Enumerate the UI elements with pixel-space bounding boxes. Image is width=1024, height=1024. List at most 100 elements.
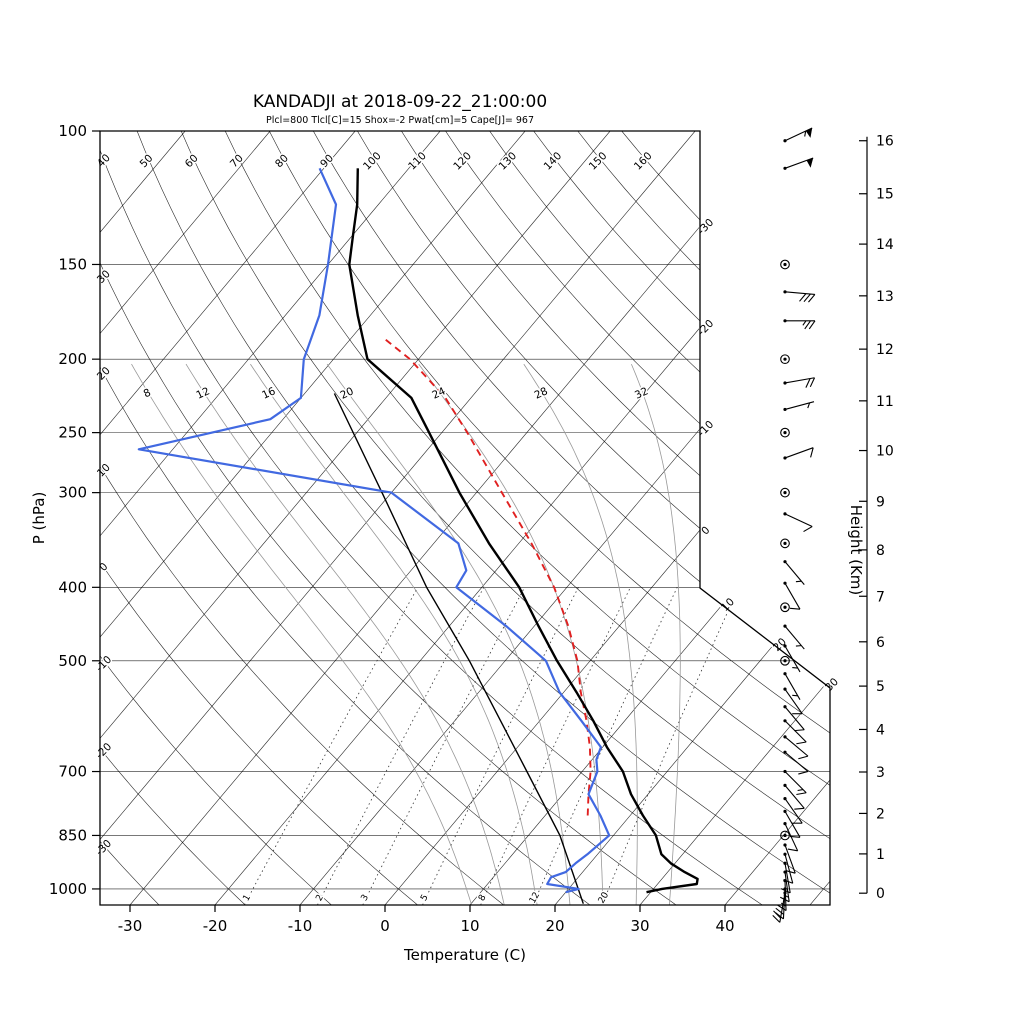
- wind-barb: [784, 645, 801, 673]
- chart-subtitle: Plcl=800 Tlcl[C]=15 Shox=-2 Pwat[cm]=5 C…: [266, 115, 534, 126]
- svg-text:110: 110: [406, 150, 429, 173]
- svg-text:500: 500: [58, 652, 87, 670]
- svg-text:4: 4: [876, 722, 885, 738]
- svg-text:140: 140: [542, 150, 565, 173]
- svg-text:0: 0: [699, 524, 712, 537]
- wind-barb: [784, 127, 813, 142]
- wind-barb: [784, 513, 813, 533]
- svg-text:8: 8: [876, 543, 885, 559]
- svg-text:40: 40: [715, 917, 734, 935]
- svg-text:10: 10: [460, 917, 479, 935]
- background-isopleths: [100, 131, 830, 905]
- wind-barb: [784, 823, 799, 852]
- dewpoint-curve: [137, 167, 611, 894]
- svg-text:12: 12: [876, 342, 894, 358]
- svg-text:-10: -10: [94, 654, 115, 675]
- wind-station-dot: [783, 431, 787, 435]
- svg-text:10: 10: [95, 462, 113, 480]
- svg-text:28: 28: [533, 385, 550, 402]
- svg-text:1000: 1000: [49, 880, 87, 898]
- temperature-axis-title: Temperature (C): [403, 946, 526, 964]
- svg-text:-20: -20: [94, 741, 115, 762]
- svg-text:16: 16: [876, 134, 894, 150]
- svg-text:700: 700: [58, 763, 87, 781]
- svg-text:12: 12: [194, 385, 211, 402]
- calm-wind-circle: [780, 354, 790, 365]
- svg-text:5: 5: [876, 679, 885, 695]
- svg-text:0: 0: [876, 886, 885, 902]
- wind-barb: [784, 625, 805, 650]
- wind-station-dot: [783, 605, 787, 609]
- svg-text:100: 100: [361, 150, 384, 173]
- wind-station-dot: [783, 357, 787, 361]
- wind-barb: [772, 892, 786, 923]
- svg-text:100: 100: [58, 122, 87, 140]
- svg-text:850: 850: [58, 826, 87, 844]
- wind-barb: [784, 720, 807, 745]
- chart-title: KANDADJI at 2018-09-22_21:00:00: [253, 92, 547, 112]
- svg-text:20: 20: [95, 365, 113, 383]
- wind-barb: [784, 561, 805, 585]
- svg-text:20: 20: [597, 890, 612, 905]
- svg-text:9: 9: [876, 494, 885, 510]
- svg-text:1: 1: [876, 847, 885, 863]
- svg-text:32: 32: [633, 385, 650, 402]
- plot-frame: [99, 130, 831, 906]
- svg-text:40: 40: [95, 152, 113, 170]
- svg-text:14: 14: [876, 237, 894, 253]
- wind-station-dot: [783, 541, 787, 545]
- svg-text:5: 5: [419, 893, 431, 903]
- svg-text:13: 13: [876, 289, 894, 305]
- wind-barb: [784, 447, 814, 459]
- wind-station-dot: [783, 659, 787, 663]
- wind-barb: [784, 377, 816, 388]
- svg-text:160: 160: [632, 150, 655, 173]
- svg-text:11: 11: [876, 394, 894, 410]
- wind-barb: [784, 844, 796, 874]
- svg-text:0: 0: [380, 917, 390, 935]
- svg-text:16: 16: [260, 385, 277, 402]
- svg-text:-20: -20: [696, 318, 717, 339]
- svg-text:7: 7: [876, 589, 885, 605]
- wind-station-dot: [783, 833, 787, 838]
- calm-wind-circle: [780, 487, 790, 498]
- calm-wind-circle: [780, 259, 790, 270]
- svg-text:15: 15: [876, 187, 894, 203]
- svg-text:150: 150: [587, 150, 610, 173]
- svg-text:6: 6: [876, 635, 885, 651]
- svg-text:-30: -30: [94, 838, 115, 859]
- wind-barb: [784, 771, 807, 796]
- wind-barb: [784, 736, 809, 760]
- svg-text:90: 90: [318, 152, 336, 170]
- svg-text:-10: -10: [696, 419, 717, 440]
- svg-text:30: 30: [95, 268, 113, 286]
- svg-text:30: 30: [630, 917, 649, 935]
- sounding-profiles: [137, 167, 699, 904]
- svg-text:250: 250: [58, 424, 87, 442]
- svg-text:150: 150: [58, 255, 87, 273]
- svg-text:3: 3: [876, 765, 885, 781]
- wind-station-dot: [783, 491, 787, 495]
- temperature-curve: [348, 168, 699, 894]
- wind-barb: [785, 320, 816, 330]
- wind-barb: [784, 784, 805, 810]
- surface-parcel-moist-adiabat: [333, 393, 584, 904]
- svg-text:2: 2: [876, 806, 885, 822]
- svg-text:-30: -30: [696, 217, 717, 238]
- svg-text:-30: -30: [118, 917, 143, 935]
- svg-text:12: 12: [528, 891, 542, 906]
- height-axis-title: Height (Km): [847, 505, 865, 596]
- wind-barb: [784, 582, 801, 610]
- wind-barb: [784, 751, 809, 775]
- svg-text:400: 400: [58, 578, 87, 596]
- wind-barb: [784, 673, 801, 700]
- svg-text:120: 120: [451, 150, 474, 173]
- svg-text:20: 20: [545, 917, 564, 935]
- wind-barb: [784, 291, 816, 303]
- svg-text:0: 0: [97, 561, 110, 574]
- calm-wind-circle: [780, 538, 790, 549]
- calm-wind-circle: [780, 602, 790, 613]
